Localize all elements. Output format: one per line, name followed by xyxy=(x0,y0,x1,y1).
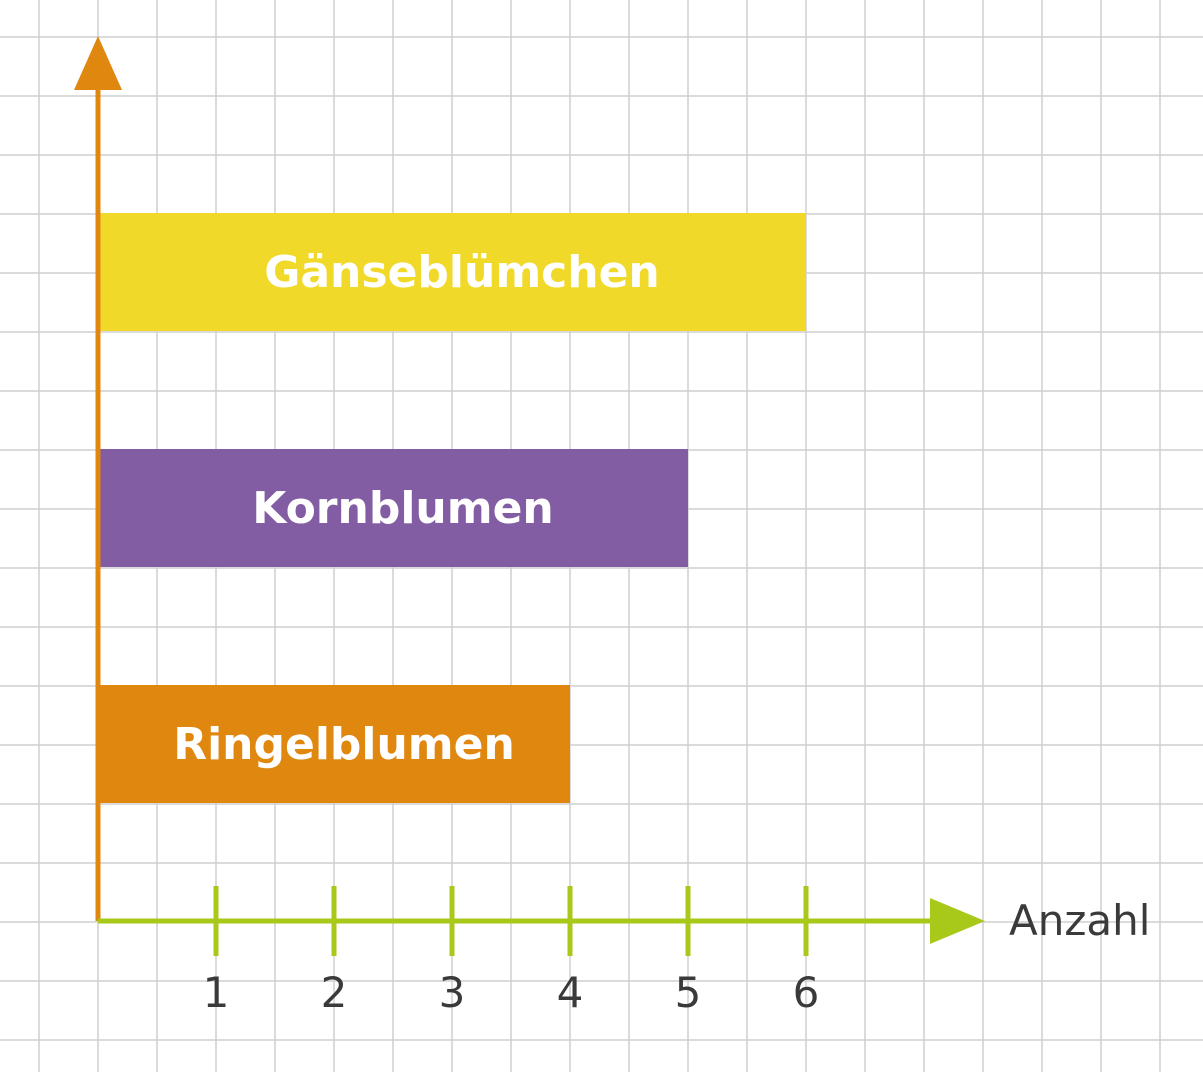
x-tick-label: 2 xyxy=(321,968,348,1017)
x-axis-arrow-icon xyxy=(930,898,985,944)
axes-group xyxy=(74,36,985,944)
x-tick-label: 4 xyxy=(557,968,584,1017)
x-tick-label: 5 xyxy=(675,968,702,1017)
x-ticks-group: 1 2 3 4 5 6 xyxy=(203,886,820,1017)
bar xyxy=(98,449,688,567)
bar-label: Ringelblumen xyxy=(173,719,515,770)
bar xyxy=(98,213,806,331)
bar-label: Gänseblümchen xyxy=(264,247,659,298)
x-axis-title: Anzahl xyxy=(1009,896,1150,945)
bar-label: Kornblumen xyxy=(252,483,554,534)
x-tick-label: 3 xyxy=(439,968,466,1017)
y-axis-arrow-icon xyxy=(74,36,122,90)
x-tick-label: 1 xyxy=(203,968,230,1017)
x-tick-label: 6 xyxy=(793,968,820,1017)
bars-group: Gänseblümchen Kornblumen Ringelblumen xyxy=(98,213,806,803)
bar xyxy=(98,685,570,803)
